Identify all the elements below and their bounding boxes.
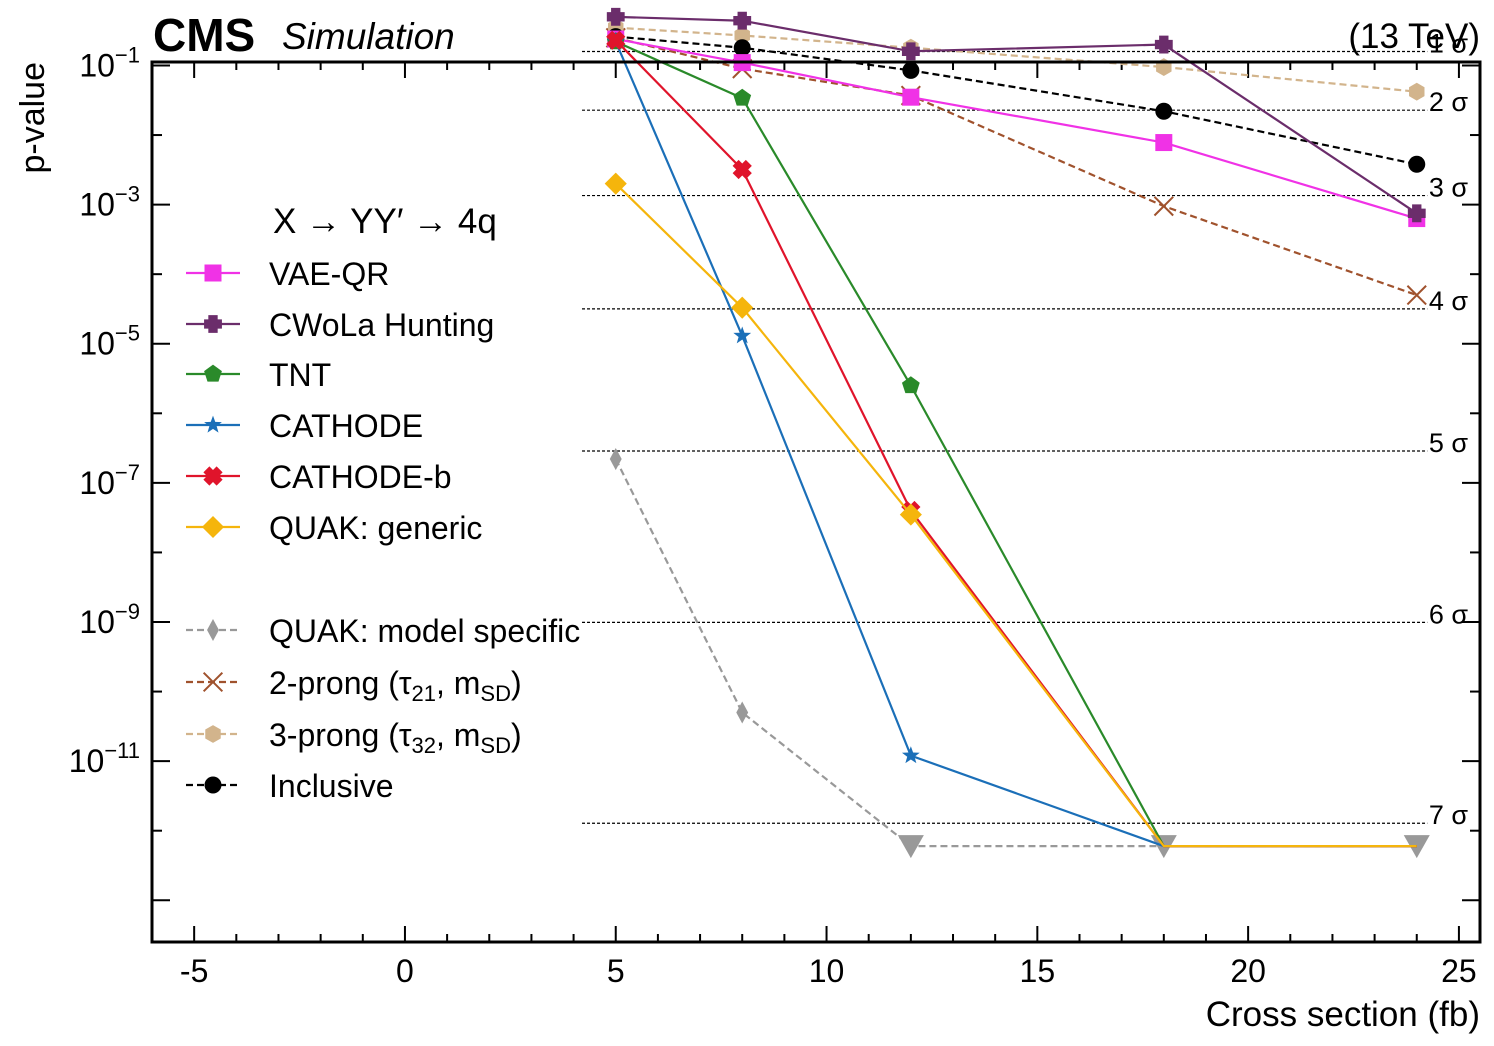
series-cwola-hunting <box>606 7 1426 223</box>
sigma-label: 5 σ <box>1429 428 1469 458</box>
x-tick-label: 10 <box>809 953 845 989</box>
data-point <box>1408 155 1426 173</box>
cms-label: CMS <box>153 9 255 61</box>
x-tick-label: 25 <box>1441 953 1477 989</box>
data-point <box>736 701 749 724</box>
legend-label: QUAK: generic <box>269 510 482 546</box>
legend-marker <box>201 515 225 539</box>
legend-marker <box>207 618 219 642</box>
data-point <box>604 172 627 195</box>
legend-label: 3-prong (τ32, mSD) <box>269 717 522 758</box>
series-quak-model-specific <box>609 447 1430 859</box>
sigma-label: 1 σ <box>1429 29 1469 59</box>
data-point <box>1409 82 1425 101</box>
data-point <box>1407 204 1426 223</box>
data-point <box>1155 134 1173 152</box>
legend-item-cwola-hunting: CWoLa Hunting <box>186 307 494 343</box>
y-tick-label: 10−3 <box>79 182 140 223</box>
legend-item-inclusive: Inclusive <box>186 768 394 804</box>
legend-item-tnt: TNT <box>186 357 331 393</box>
data-point <box>901 376 920 394</box>
legend-label: CATHODE <box>269 408 423 444</box>
series-vae-qr <box>607 30 1426 228</box>
data-point <box>1155 102 1173 120</box>
axes: -5 0 5 10 15 20 25 10−1 10−3 10−5 10−7 10−9 10−11 <box>69 42 1480 989</box>
data-point <box>733 88 752 106</box>
legend-label: CWoLa Hunting <box>269 307 494 343</box>
legend-marker <box>204 364 222 382</box>
simulation-label: Simulation <box>282 16 455 57</box>
sigma-label: 7 σ <box>1429 800 1469 830</box>
series-inclusive <box>607 28 1426 173</box>
x-tick-label: -5 <box>180 953 208 989</box>
y-axis-label: p-value <box>14 62 52 174</box>
legend-label: TNT <box>269 357 331 393</box>
legend-item-cathode: CATHODE <box>186 408 423 444</box>
y-tick-label: 10−9 <box>79 599 140 640</box>
data-point <box>609 447 622 471</box>
legend-marker <box>202 671 224 693</box>
series-line <box>614 39 1417 848</box>
sigma-label: 2 σ <box>1429 87 1469 117</box>
legend-label: Inclusive <box>269 768 394 804</box>
x-tick-label: 0 <box>396 953 414 989</box>
series-quak-generic <box>604 172 1417 848</box>
legend-item-quak-model-specific: QUAK: model specific <box>186 613 580 649</box>
data-point <box>606 7 625 26</box>
series-layer <box>604 7 1430 859</box>
energy-label: (13 TeV) <box>1348 17 1480 56</box>
data-point <box>734 26 750 45</box>
legend-item-3-prong-m-sd: 3-prong (τ32, mSD) <box>186 717 522 758</box>
legend-item-vae-qr: VAE-QR <box>186 256 389 292</box>
legend-marker <box>204 415 222 433</box>
data-point <box>1153 196 1174 217</box>
legend-marker <box>204 315 222 333</box>
data-point <box>733 326 752 344</box>
x-tick-label: 5 <box>607 953 625 989</box>
y-tick-label: 10−5 <box>79 321 140 362</box>
data-point <box>897 835 924 859</box>
x-tick-label: 15 <box>1020 953 1056 989</box>
legend-label: CATHODE-b <box>269 459 452 495</box>
data-point <box>902 61 920 79</box>
sigma-label: 6 σ <box>1429 599 1469 629</box>
data-point <box>732 159 752 180</box>
legend-label: VAE-QR <box>269 256 389 292</box>
legend-item-cathode-b: CATHODE-b <box>186 459 452 495</box>
legend-marker <box>204 264 222 282</box>
legend-item-2-prong-m-sd: 2-prong (τ21, mSD) <box>186 665 522 706</box>
data-point <box>1406 285 1427 306</box>
y-tick-label: 10−11 <box>69 738 140 779</box>
x-tick-label: 20 <box>1230 953 1266 989</box>
y-tick-label: 10−7 <box>79 460 140 501</box>
legend-label: 2-prong (τ21, mSD) <box>269 665 522 706</box>
series-cathode-b <box>606 30 1417 848</box>
sigma-label: 3 σ <box>1429 173 1469 203</box>
legend-title: X → YY′ → 4q <box>273 202 497 241</box>
data-point <box>1154 35 1173 54</box>
data-point <box>901 746 920 764</box>
x-axis-label: Cross section (fb) <box>1206 995 1480 1034</box>
data-point <box>606 30 626 50</box>
legend-marker <box>203 466 223 486</box>
legend-label: QUAK: model specific <box>269 613 580 649</box>
series-line <box>614 182 1417 848</box>
data-point <box>733 11 752 30</box>
sigma-lines: 1 σ 2 σ 3 σ 4 σ 5 σ 6 σ 7 σ <box>582 29 1469 830</box>
data-point <box>733 39 751 57</box>
data-point <box>731 296 754 319</box>
legend-item-quak-generic: QUAK: generic <box>186 510 482 546</box>
y-tick-label: 10−1 <box>79 42 140 83</box>
sigma-label: 4 σ <box>1429 286 1469 316</box>
series-2-prong-m-sd <box>605 27 1427 306</box>
legend-marker <box>204 776 222 794</box>
data-point <box>899 503 922 526</box>
legend: X → YY′ → 4q VAE-QR CWoLa Hunting TNT CATHO… <box>186 202 580 804</box>
data-point <box>901 42 920 61</box>
plot-frame <box>150 60 1482 944</box>
legend-marker <box>205 725 221 743</box>
data-point <box>902 88 920 106</box>
